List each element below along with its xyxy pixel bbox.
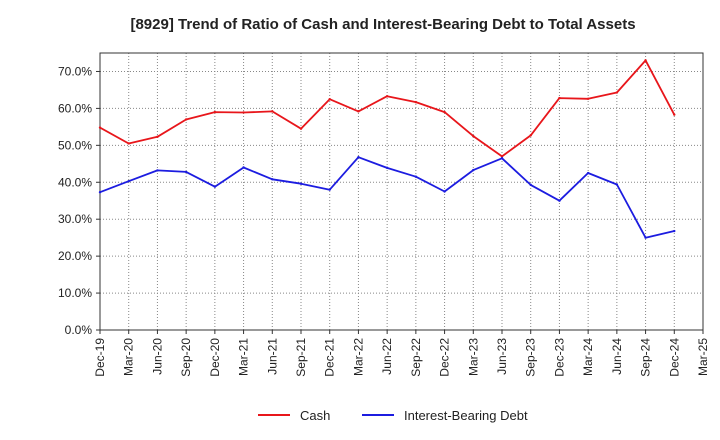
data-point [127,142,130,145]
x-tick-label: Dec-23 [552,338,566,377]
data-point [271,178,274,181]
x-tick-label: Mar-24 [581,338,595,376]
x-axis: Dec-19 Mar-20 Jun-20 Sep-20 Dec-20 Mar-21 Jun-… [93,330,710,377]
data-point [673,113,676,116]
data-point [127,179,130,183]
data-point [500,155,504,158]
data-point [472,168,475,172]
x-tick-label: Sep-22 [409,338,423,377]
data-point [328,97,331,101]
data-point [558,96,561,100]
data-point [156,135,159,139]
x-tick-label: Jun-22 [380,338,394,375]
data-point [529,183,532,187]
data-point [98,126,102,129]
data-point [271,110,274,113]
y-tick-label: 30.0% [58,212,92,226]
grid [100,53,703,330]
data-point [615,91,619,94]
data-point [558,199,561,202]
y-tick-label: 20.0% [58,249,92,263]
y-tick-label: 70.0% [58,64,92,78]
series [98,59,676,239]
data-point [98,191,102,194]
legend-label: Interest-Bearing Debt [404,408,528,423]
data-point [443,190,446,193]
data-point [673,229,676,233]
data-point [472,134,475,138]
data-point [586,97,590,100]
data-point [242,166,245,169]
data-point [213,185,217,188]
data-point [529,134,532,137]
data-point [213,110,217,114]
x-tick-label: Sep-20 [179,338,193,377]
y-tick-label: 50.0% [58,138,92,152]
x-tick-label: Jun-20 [150,338,164,375]
data-point [644,59,647,62]
data-point [414,175,418,178]
data-point [385,166,389,170]
plot-area [99,52,704,331]
data-point [242,111,245,114]
x-tick-label: Mar-21 [237,338,251,376]
x-tick-label: Jun-24 [610,338,624,375]
x-tick-label: Jun-21 [265,338,279,375]
chart-title: [8929] Trend of Ratio of Cash and Intere… [130,16,635,33]
data-point [328,188,331,191]
y-tick-label: 60.0% [58,101,92,115]
x-tick-label: Jun-23 [495,338,509,375]
data-point [184,118,188,121]
x-tick-label: Dec-20 [208,338,222,377]
x-tick-label: Dec-22 [438,338,452,377]
x-tick-label: Sep-23 [524,338,538,377]
x-tick-label: Dec-19 [93,338,107,377]
x-tick-label: Mar-25 [696,338,710,376]
data-point [156,169,159,172]
data-point [357,110,360,113]
x-tick-label: Sep-24 [639,338,653,377]
y-axis: 0.0% 10.0% 20.0% 30.0% 40.0% 50.0% 60.0% 70.0% [58,64,100,337]
x-tick-label: Dec-21 [323,338,337,377]
x-tick-label: Sep-21 [294,338,308,377]
x-tick-label: Dec-24 [667,338,681,377]
x-tick-label: Mar-22 [351,338,365,376]
data-point [586,171,590,175]
y-tick-label: 0.0% [65,323,93,337]
legend: Cash Interest-Bearing Debt [258,408,528,423]
data-point [299,127,303,130]
data-point [443,110,446,114]
data-point [615,183,619,186]
y-tick-label: 40.0% [58,175,92,189]
data-point [644,236,647,239]
data-point [184,170,188,174]
y-tick-label: 10.0% [58,286,92,300]
data-point [500,157,504,160]
legend-label: Cash [300,408,330,423]
data-point [385,95,389,98]
x-tick-label: Mar-23 [466,338,480,376]
data-point [299,182,303,185]
data-point [414,100,418,104]
data-point [357,155,360,159]
x-tick-label: Mar-20 [122,338,136,376]
